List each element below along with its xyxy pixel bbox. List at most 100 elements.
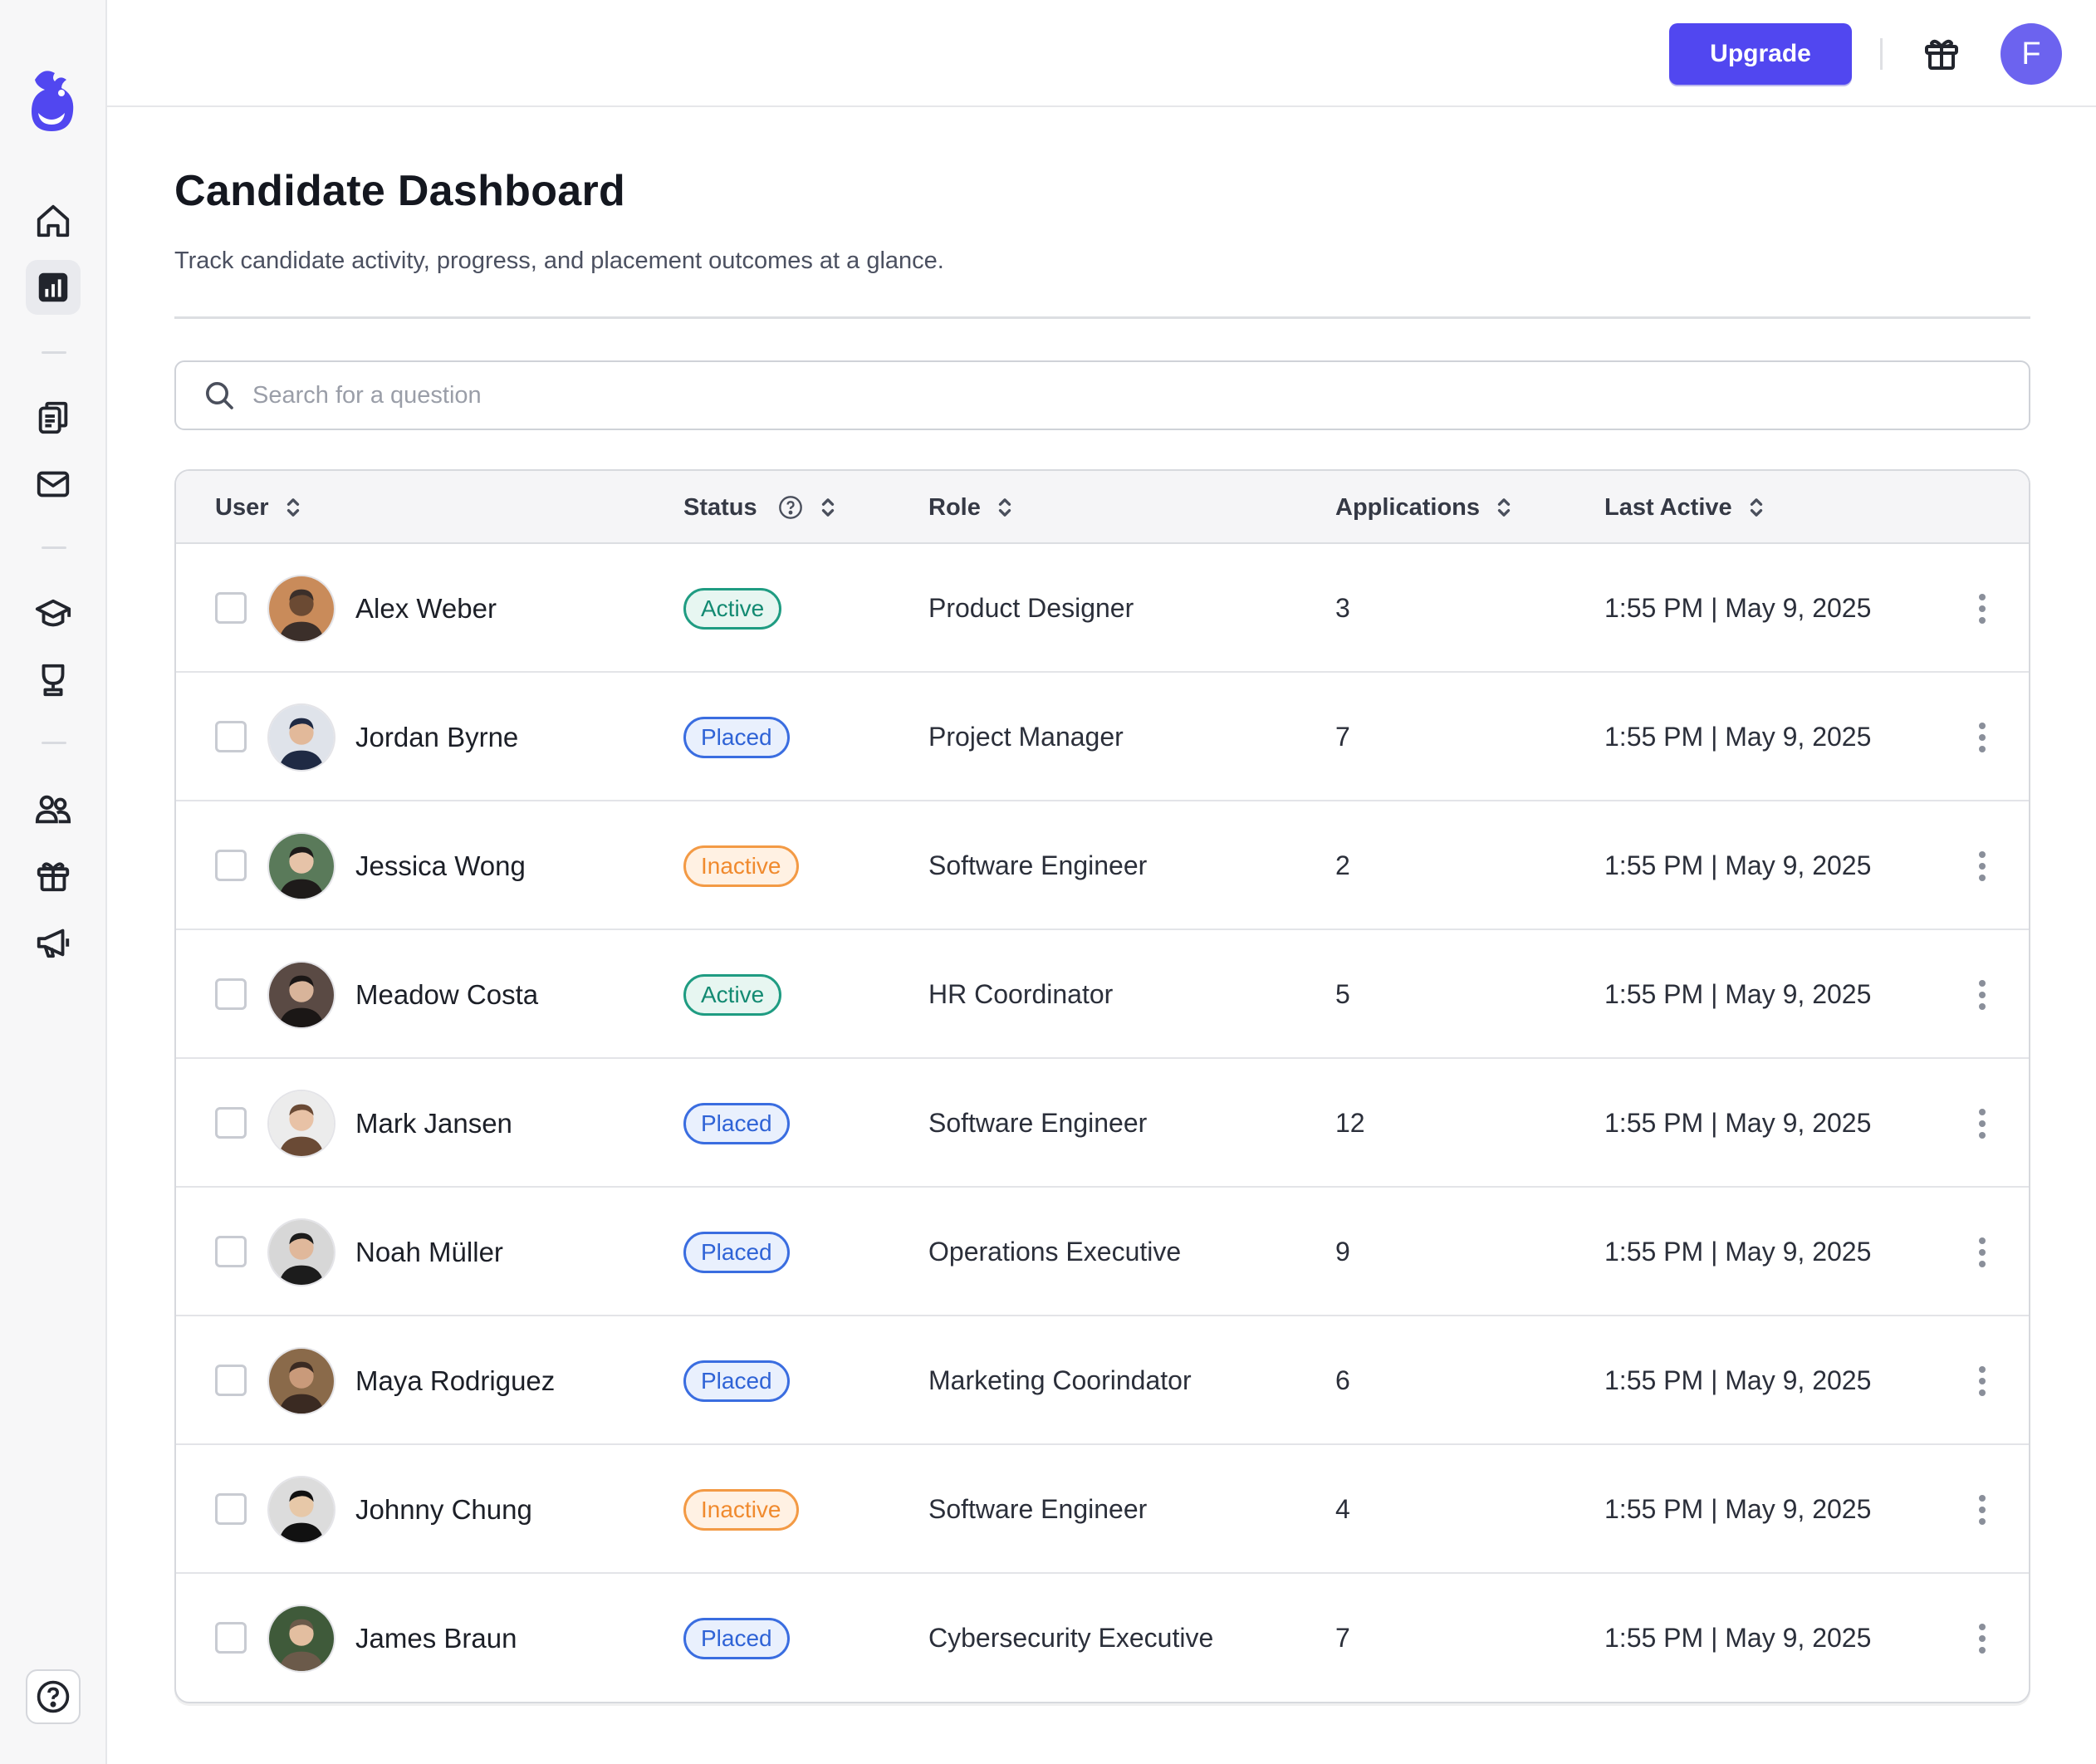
row-checkbox[interactable] — [215, 592, 247, 624]
candidate-name[interactable]: Meadow Costa — [355, 978, 539, 1010]
nav-documents[interactable] — [26, 390, 81, 445]
bird-logo-icon — [32, 71, 74, 131]
status-badge: Active — [683, 974, 782, 1016]
nav-users[interactable] — [26, 782, 81, 836]
more-vertical-icon — [1979, 723, 1986, 729]
table-row[interactable]: Alex Weber Active Product Designer 3 1:55 PM… — [176, 544, 2029, 673]
row-checkbox[interactable] — [215, 850, 247, 881]
row-checkbox[interactable] — [215, 1107, 247, 1139]
column-header-label: Last Active — [1604, 493, 1732, 521]
table-row[interactable]: Jessica Wong Inactive Software Engineer 2 1:… — [176, 801, 2029, 930]
applications-cell: 12 — [1335, 1108, 1365, 1138]
role-cell: Software Engineer — [928, 850, 1148, 880]
status-badge: Placed — [683, 1232, 790, 1273]
applications-cell: 4 — [1335, 1494, 1350, 1524]
row-actions-menu[interactable] — [1966, 1229, 1999, 1276]
more-vertical-icon — [1979, 992, 1986, 998]
help-icon — [37, 1680, 70, 1713]
column-header-applications[interactable]: Applications — [1335, 471, 1513, 544]
row-actions-menu[interactable] — [1966, 972, 1999, 1018]
status-badge: Placed — [683, 717, 790, 758]
table-row[interactable]: Mark Jansen Placed Software Engineer 12 1:55… — [176, 1059, 2029, 1188]
row-checkbox[interactable] — [215, 1236, 247, 1267]
table-row[interactable]: Johnny Chung Inactive Software Engineer 4 1:… — [176, 1445, 2029, 1574]
row-actions-menu[interactable] — [1966, 714, 1999, 761]
nav-education[interactable] — [26, 586, 81, 641]
more-vertical-icon — [1979, 1366, 1986, 1373]
candidate-name[interactable]: Johnny Chung — [355, 1493, 532, 1525]
table-row[interactable]: Meadow Costa Active HR Coordinator 5 1:55 PM… — [176, 930, 2029, 1059]
column-header-user[interactable]: User — [215, 471, 302, 544]
sort-icon — [821, 498, 834, 517]
nav-separator — [42, 351, 66, 354]
search-input[interactable] — [252, 381, 1913, 409]
nav-announcements[interactable] — [26, 914, 81, 969]
candidate-name[interactable]: James Braun — [355, 1622, 517, 1654]
info-icon[interactable] — [777, 494, 804, 521]
role-cell: Operations Executive — [928, 1237, 1182, 1267]
sort-icon — [998, 498, 1011, 517]
user-avatar[interactable]: F — [2001, 23, 2062, 85]
last-active-cell: 1:55 PM | May 9, 2025 — [1604, 850, 1872, 880]
nav-gift[interactable] — [26, 848, 81, 903]
candidates-table: User Status Role Applications — [174, 469, 2030, 1703]
applications-cell: 9 — [1335, 1237, 1350, 1267]
row-actions-menu[interactable] — [1966, 1615, 1999, 1662]
nav-home[interactable] — [26, 194, 81, 248]
applications-cell: 3 — [1335, 593, 1350, 623]
avatar-photo-icon — [269, 1477, 334, 1542]
column-header-role[interactable]: Role — [928, 471, 1014, 544]
candidate-avatar — [267, 1476, 335, 1544]
search-bar[interactable] — [174, 360, 2030, 430]
row-actions-menu[interactable] — [1966, 1358, 1999, 1404]
column-header-status[interactable]: Status — [683, 471, 837, 544]
mail-icon — [37, 471, 70, 497]
status-badge: Active — [683, 588, 782, 630]
help-button[interactable] — [26, 1669, 81, 1724]
row-checkbox[interactable] — [215, 721, 247, 752]
row-actions-menu[interactable] — [1966, 1100, 1999, 1147]
rewards-button[interactable] — [1922, 32, 1961, 75]
more-vertical-icon — [1979, 1518, 1986, 1525]
row-checkbox[interactable] — [215, 1365, 247, 1396]
candidate-name[interactable]: Jordan Byrne — [355, 721, 519, 752]
nav-separator — [42, 742, 66, 744]
candidate-name[interactable]: Mark Jansen — [355, 1107, 512, 1139]
more-vertical-icon — [1979, 1120, 1986, 1127]
analytics-icon — [38, 272, 68, 302]
gift-icon — [37, 862, 70, 892]
row-actions-menu[interactable] — [1966, 1487, 1999, 1533]
row-checkbox[interactable] — [215, 1622, 247, 1654]
last-active-cell: 1:55 PM | May 9, 2025 — [1604, 593, 1872, 623]
column-header-label: User — [215, 493, 269, 521]
sort-icon — [1497, 498, 1511, 517]
avatar-photo-icon — [269, 1349, 334, 1414]
candidate-name[interactable]: Maya Rodriguez — [355, 1365, 556, 1396]
last-active-cell: 1:55 PM | May 9, 2025 — [1604, 1623, 1872, 1653]
nav-mail[interactable] — [26, 457, 81, 512]
home-icon — [37, 204, 70, 238]
more-vertical-icon — [1979, 1507, 1986, 1513]
column-header-label: Status — [683, 493, 757, 521]
sidebar — [0, 0, 107, 1764]
more-vertical-icon — [1979, 1109, 1986, 1115]
row-checkbox[interactable] — [215, 1493, 247, 1525]
candidate-name[interactable]: Jessica Wong — [355, 850, 526, 881]
upgrade-button[interactable]: Upgrade — [1669, 23, 1852, 85]
row-actions-menu[interactable] — [1966, 843, 1999, 889]
table-row[interactable]: Maya Rodriguez Placed Marketing Coorindato… — [176, 1316, 2029, 1445]
table-row[interactable]: James Braun Placed Cybersecurity Executive… — [176, 1574, 2029, 1702]
column-header-last-active[interactable]: Last Active — [1604, 471, 1765, 544]
table-row[interactable]: Noah Müller Placed Operations Executive 9 1:… — [176, 1188, 2029, 1316]
table-row[interactable]: Jordan Byrne Placed Project Manager 7 1:55 P… — [176, 673, 2029, 801]
candidate-name[interactable]: Noah Müller — [355, 1236, 503, 1267]
more-vertical-icon — [1979, 875, 1986, 881]
row-actions-menu[interactable] — [1966, 586, 1999, 632]
nav-trophy[interactable] — [26, 653, 81, 708]
candidate-name[interactable]: Alex Weber — [355, 592, 497, 624]
row-checkbox[interactable] — [215, 978, 247, 1010]
app-logo[interactable] — [27, 63, 80, 136]
nav-analytics[interactable] — [26, 260, 81, 315]
more-vertical-icon — [1979, 1132, 1986, 1139]
